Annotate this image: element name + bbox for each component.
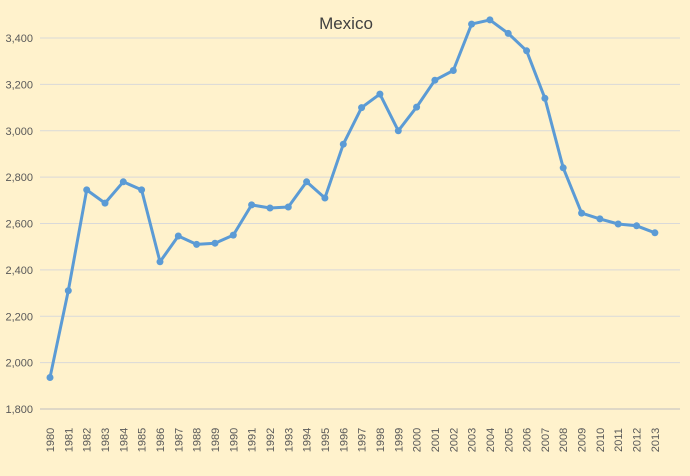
series-line [48, 18, 657, 379]
y-axis-tick-labels: 1,800 2,000 2,200 2,400 2,600 2,800 3,000 3,200… [5, 33, 33, 416]
data-point [633, 222, 641, 230]
data-point [541, 94, 549, 102]
y-tick-label: 2,200 [5, 311, 33, 323]
x-tick-label: 2007 [540, 428, 552, 452]
x-tick-label: 1980 [45, 428, 57, 452]
data-point [303, 178, 311, 186]
x-tick-label: 1984 [118, 428, 130, 452]
x-tick-label: 1991 [247, 428, 259, 452]
data-point [651, 229, 659, 237]
x-tick-label: 1994 [302, 428, 314, 452]
x-tick-label: 1990 [228, 428, 240, 452]
x-tick-label: 1981 [63, 428, 75, 452]
x-tick-label: 1987 [173, 428, 185, 452]
x-tick-label: 1998 [375, 428, 387, 452]
x-tick-label: 2010 [595, 428, 607, 452]
data-point [119, 178, 127, 186]
data-points [46, 16, 659, 381]
data-point [83, 186, 91, 194]
x-tick-label: 1997 [357, 428, 369, 452]
data-point [596, 215, 604, 223]
x-tick-label: 1995 [320, 428, 332, 452]
x-tick-label: 2013 [650, 428, 662, 452]
data-point [431, 76, 439, 84]
data-point [504, 29, 512, 37]
chart-title: Mexico [319, 14, 373, 33]
x-tick-label: 2001 [430, 428, 442, 452]
x-tick-label: 2011 [613, 428, 625, 452]
data-point [266, 204, 274, 212]
y-tick-label: 1,800 [5, 404, 33, 416]
x-axis-tick-labels: 1980 1981 1982 1983 1984 1985 1986 1987 1988 1989… [45, 428, 662, 452]
x-tick-label: 1982 [82, 428, 94, 452]
data-point [578, 209, 586, 217]
x-tick-label: 1985 [137, 428, 149, 452]
y-tick-label: 2,000 [5, 358, 33, 370]
data-point [101, 199, 109, 207]
y-tick-label: 2,600 [5, 219, 33, 231]
x-tick-label: 2006 [522, 428, 534, 452]
data-point [614, 220, 622, 228]
data-point [321, 194, 329, 202]
data-point [449, 67, 457, 74]
x-tick-label: 1986 [155, 428, 167, 452]
x-tick-label: 1988 [192, 428, 204, 452]
data-point [156, 258, 164, 266]
x-tick-label: 2003 [467, 428, 479, 452]
x-tick-label: 1983 [100, 428, 112, 452]
data-point [64, 287, 72, 295]
y-tick-label: 2,800 [5, 172, 33, 184]
data-point [376, 90, 384, 98]
x-tick-label: 1993 [283, 428, 295, 452]
x-tick-label: 2000 [412, 428, 424, 452]
data-point [339, 140, 347, 148]
data-point [248, 201, 256, 209]
x-tick-label: 1992 [265, 428, 277, 452]
data-point [46, 374, 54, 381]
x-tick-label: 1989 [210, 428, 222, 452]
data-point [358, 104, 366, 112]
data-point [284, 203, 292, 211]
data-point [523, 47, 531, 55]
gridlines [40, 37, 680, 364]
data-point [413, 103, 421, 111]
x-tick-label: 2004 [485, 428, 497, 452]
y-tick-label: 3,400 [5, 33, 33, 45]
data-point [394, 127, 402, 135]
data-point [174, 232, 182, 240]
x-tick-label: 1999 [393, 428, 405, 452]
x-tick-label: 2008 [558, 428, 570, 452]
data-point [468, 20, 476, 28]
data-point [559, 164, 567, 172]
x-tick-label: 2005 [503, 428, 515, 452]
data-point [486, 16, 494, 24]
data-point [138, 186, 146, 194]
data-point [229, 231, 237, 239]
data-point [193, 240, 201, 248]
x-tick-label: 1996 [338, 428, 350, 452]
y-tick-label: 3,200 [5, 79, 33, 91]
y-tick-label: 2,400 [5, 265, 33, 277]
x-tick-label: 2002 [448, 428, 460, 452]
x-tick-label: 2009 [577, 428, 589, 452]
x-tick-label: 2012 [632, 428, 644, 452]
data-point [211, 239, 219, 247]
y-tick-label: 3,000 [5, 126, 33, 138]
